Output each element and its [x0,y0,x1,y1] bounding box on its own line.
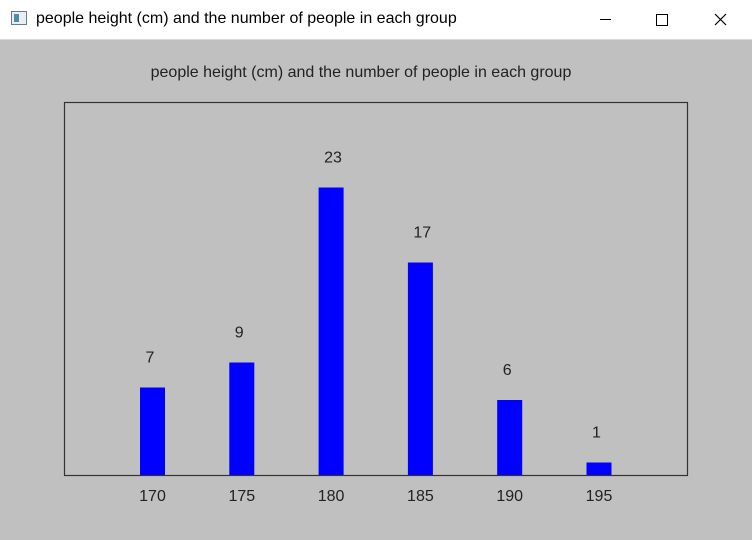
bar-175 [229,362,255,475]
value-label-180: 23 [324,150,342,167]
bar-190 [497,400,523,475]
app-window-icon [11,11,27,25]
bar-180 [318,187,344,475]
x-tick-labels-group: 170 175 180 185 190 195 [139,488,612,505]
chart-title: people height (cm) and the number of peo… [151,64,572,81]
bar-195 [586,462,612,475]
x-tick-label-175: 175 [228,488,255,505]
bars-group [140,187,612,475]
close-button[interactable] [692,0,752,39]
chart-area: people height (cm) and the number of peo… [0,40,752,540]
value-label-190: 6 [503,362,512,379]
maximize-button[interactable] [634,0,692,39]
value-label-170: 7 [146,350,155,367]
x-tick-label-185: 185 [407,488,434,505]
plot-frame [63,101,689,477]
maximize-icon [656,14,668,26]
title-bar[interactable]: people height (cm) and the number of peo… [0,0,752,40]
value-labels-group: 7 9 23 17 6 1 [146,150,602,442]
close-icon [714,13,727,26]
bar-chart: people height (cm) and the number of peo… [63,64,689,505]
x-tick-label-190: 190 [496,488,523,505]
minimize-icon [600,19,611,20]
minimize-button[interactable] [576,0,634,39]
value-label-185: 17 [413,225,431,242]
window-title: people height (cm) and the number of peo… [36,10,457,27]
value-label-175: 9 [235,325,244,342]
x-tick-label-170: 170 [139,488,166,505]
value-label-195: 1 [592,425,601,442]
x-tick-label-180: 180 [318,488,345,505]
bar-170 [140,387,165,475]
x-tick-label-195: 195 [586,488,613,505]
bar-185 [407,262,433,475]
